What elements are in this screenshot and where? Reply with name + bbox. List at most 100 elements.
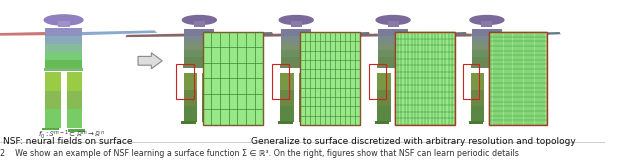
Bar: [378, 73, 390, 90]
Bar: [490, 89, 502, 106]
Bar: [299, 73, 312, 90]
Bar: [377, 64, 410, 68]
Bar: [396, 73, 409, 90]
Polygon shape: [214, 32, 273, 36]
Polygon shape: [408, 32, 467, 36]
Bar: [67, 109, 82, 128]
Bar: [281, 43, 311, 51]
Bar: [45, 36, 82, 45]
Polygon shape: [311, 32, 370, 36]
Bar: [291, 21, 301, 27]
Bar: [45, 60, 82, 69]
Polygon shape: [0, 32, 45, 36]
Bar: [369, 64, 387, 99]
Bar: [67, 72, 82, 91]
Polygon shape: [82, 30, 157, 35]
Bar: [184, 57, 214, 65]
Text: $f_0 : \mathcal{S}^{m-1} \subset \mathbb{R}^m \rightarrow \mathbb{R}^n$: $f_0 : \mathcal{S}^{m-1} \subset \mathbb…: [38, 129, 105, 141]
Bar: [388, 21, 399, 27]
Bar: [281, 36, 311, 44]
Bar: [396, 89, 409, 106]
Polygon shape: [138, 53, 163, 69]
Bar: [375, 121, 389, 124]
Bar: [203, 122, 218, 126]
Bar: [181, 121, 196, 124]
Bar: [58, 21, 70, 27]
Bar: [45, 90, 61, 109]
Polygon shape: [413, 34, 472, 37]
Bar: [490, 73, 502, 90]
Bar: [44, 68, 83, 71]
Bar: [45, 109, 61, 128]
Circle shape: [376, 16, 410, 24]
Bar: [281, 57, 311, 65]
Bar: [490, 122, 505, 126]
Bar: [378, 105, 390, 122]
Bar: [273, 64, 289, 99]
Bar: [184, 73, 197, 90]
Bar: [378, 50, 408, 58]
Circle shape: [279, 16, 313, 24]
Bar: [300, 32, 360, 125]
Circle shape: [470, 16, 504, 24]
Bar: [202, 73, 215, 90]
Bar: [378, 89, 390, 106]
Bar: [481, 21, 492, 27]
Bar: [184, 36, 214, 44]
Bar: [280, 89, 294, 106]
Bar: [378, 57, 408, 65]
Bar: [472, 36, 502, 44]
Bar: [299, 105, 312, 122]
Bar: [281, 29, 311, 37]
Bar: [299, 89, 312, 106]
Bar: [184, 50, 214, 58]
Bar: [472, 29, 502, 37]
Bar: [280, 73, 294, 90]
Polygon shape: [125, 34, 184, 37]
Text: NSF: neural fields on surface: NSF: neural fields on surface: [3, 137, 132, 146]
Bar: [184, 29, 214, 37]
Bar: [378, 43, 408, 51]
Text: 2    We show an example of NSF learning a surface function Σ ∈ ℝ³. On the right,: 2 We show an example of NSF learning a s…: [0, 149, 519, 158]
Polygon shape: [502, 32, 561, 36]
Bar: [67, 90, 82, 109]
Bar: [378, 36, 408, 44]
Bar: [68, 129, 84, 132]
Bar: [471, 89, 484, 106]
Bar: [280, 64, 312, 68]
Bar: [203, 32, 263, 125]
Bar: [281, 50, 311, 58]
Bar: [184, 89, 197, 106]
Bar: [468, 121, 483, 124]
Bar: [472, 57, 502, 65]
Bar: [194, 21, 205, 27]
Bar: [396, 105, 409, 122]
Bar: [202, 89, 215, 106]
Bar: [278, 121, 292, 124]
Bar: [184, 105, 197, 122]
Bar: [489, 32, 547, 125]
Bar: [472, 43, 502, 51]
Polygon shape: [222, 34, 281, 37]
Bar: [463, 64, 479, 99]
Bar: [378, 29, 408, 37]
Bar: [300, 122, 314, 126]
Text: Generalize to surface discretized with arbitrary resolution and topology: Generalize to surface discretized with a…: [252, 137, 576, 146]
Bar: [45, 72, 61, 91]
Polygon shape: [319, 34, 378, 37]
Bar: [45, 44, 82, 53]
Bar: [472, 50, 502, 58]
Bar: [42, 128, 60, 130]
Circle shape: [182, 16, 216, 24]
Bar: [471, 73, 484, 90]
Bar: [175, 64, 194, 99]
Bar: [395, 32, 455, 125]
Bar: [45, 52, 82, 61]
Bar: [183, 64, 216, 68]
Bar: [471, 105, 484, 122]
Bar: [470, 64, 503, 68]
Bar: [490, 105, 502, 122]
Bar: [397, 122, 412, 126]
Bar: [184, 43, 214, 51]
Bar: [280, 105, 294, 122]
